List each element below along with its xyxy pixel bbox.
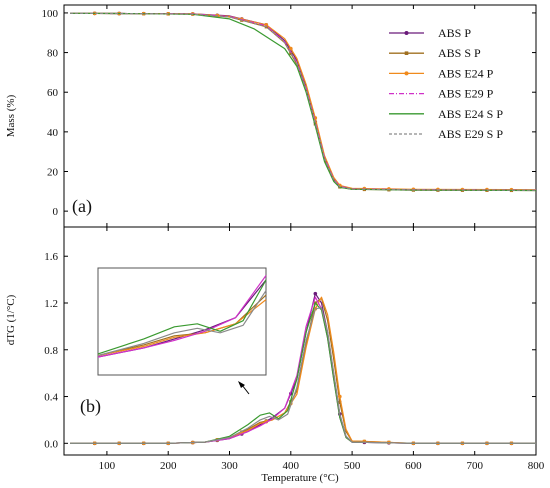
panel-b-ticks: 0.0 0.4 0.8 1.2 1.6 100 200 300 400 500 600 700 800 bbox=[44, 227, 545, 472]
y-tick-label: 60 bbox=[47, 87, 59, 99]
series-marker bbox=[289, 51, 293, 56]
legend-marker bbox=[404, 71, 409, 76]
inset-series bbox=[97, 275, 267, 358]
legend-label: ABS E29 S P bbox=[438, 127, 503, 141]
legend-label: ABS E29 P bbox=[438, 87, 494, 101]
inset-arrow bbox=[238, 381, 250, 395]
y-tick-label: 1.2 bbox=[44, 298, 58, 310]
inset-series-line bbox=[97, 290, 267, 357]
x-tick-label: 100 bbox=[99, 460, 116, 472]
series-line bbox=[70, 12, 537, 191]
y-tick-label: 1.6 bbox=[44, 251, 58, 263]
series-marker bbox=[264, 23, 269, 27]
legend-label: ABS S P bbox=[438, 46, 481, 60]
legend-label: ABS P bbox=[438, 26, 471, 40]
panel-b-ylabel: dTG (1/°C) bbox=[5, 294, 17, 345]
y-tick-label: 100 bbox=[42, 8, 59, 20]
series-marker bbox=[313, 291, 318, 296]
panel-b-label: (b) bbox=[80, 396, 101, 417]
series-marker bbox=[338, 394, 342, 399]
y-tick-label: 0 bbox=[53, 206, 59, 218]
legend-label: ABS E24 S P bbox=[438, 107, 503, 121]
panel-b-series bbox=[70, 291, 536, 446]
y-tick-label: 80 bbox=[47, 48, 59, 60]
y-tick-label: 0.8 bbox=[44, 345, 58, 357]
series-marker bbox=[338, 400, 342, 404]
x-tick-label: 400 bbox=[283, 460, 300, 472]
inset-series-line bbox=[97, 299, 267, 357]
panel-a-label: (a) bbox=[72, 196, 92, 217]
inset-series-line bbox=[97, 279, 267, 355]
panel-b-xlabel: Temperature (°C) bbox=[261, 472, 339, 484]
inset-zoom bbox=[97, 267, 267, 376]
x-tick-label: 600 bbox=[405, 460, 422, 472]
x-tick-label: 700 bbox=[466, 460, 483, 472]
y-tick-label: 0.0 bbox=[44, 438, 58, 450]
x-tick-label: 500 bbox=[344, 460, 361, 472]
panel-a-ticks: 0 20 40 60 80 100 bbox=[42, 5, 537, 227]
y-tick-label: 20 bbox=[47, 167, 59, 179]
series-line bbox=[70, 12, 537, 192]
y-tick-label: 40 bbox=[47, 127, 59, 139]
x-tick-label: 200 bbox=[160, 460, 177, 472]
y-tick-label: 0.4 bbox=[44, 392, 58, 404]
panel-a-ylabel: Mass (%) bbox=[5, 94, 17, 137]
x-tick-label: 800 bbox=[528, 460, 545, 472]
legend: ABS P ABS S P ABS E24 P ABS E29 P ABS E24 S … bbox=[389, 26, 503, 141]
series-line bbox=[70, 307, 536, 444]
inset-series-line bbox=[97, 275, 267, 358]
x-tick-label: 300 bbox=[221, 460, 238, 472]
panel-b-frame bbox=[63, 226, 537, 456]
panel-a-series bbox=[70, 11, 537, 193]
legend-marker bbox=[404, 31, 409, 35]
legend-marker bbox=[404, 51, 409, 55]
legend-label: ABS E24 P bbox=[438, 66, 494, 80]
